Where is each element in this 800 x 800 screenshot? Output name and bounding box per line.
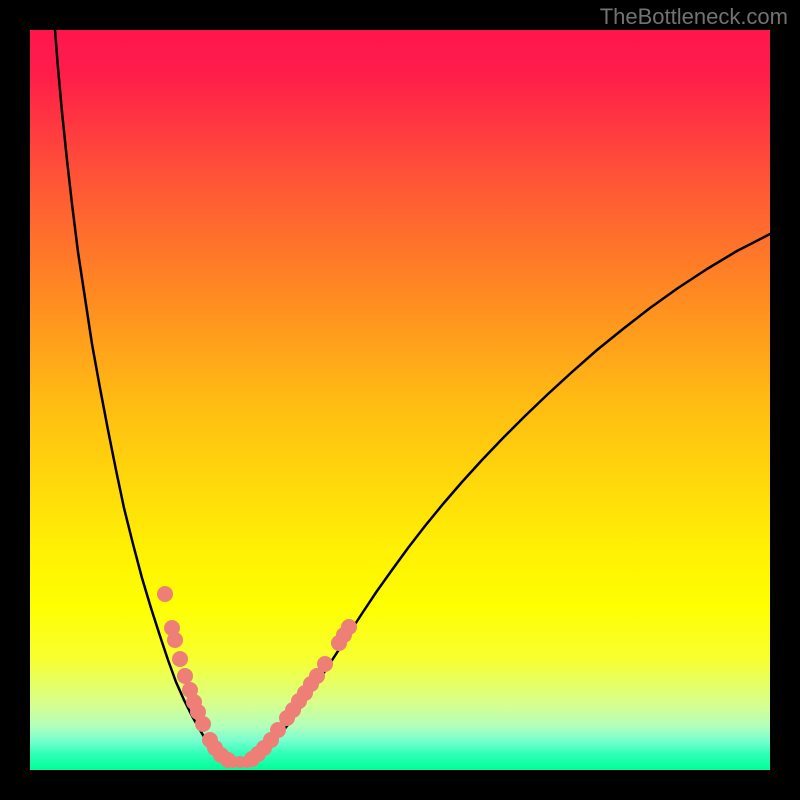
watermark-text: TheBottleneck.com (600, 4, 788, 30)
chart-svg (0, 0, 800, 800)
data-marker (157, 586, 173, 602)
plot-gradient-background (30, 30, 770, 770)
data-marker (167, 632, 183, 648)
data-marker (341, 619, 357, 635)
data-marker (177, 668, 193, 684)
data-marker (172, 651, 188, 667)
data-marker (317, 656, 333, 672)
chart-stage: TheBottleneck.com (0, 0, 800, 800)
data-marker (195, 716, 211, 732)
